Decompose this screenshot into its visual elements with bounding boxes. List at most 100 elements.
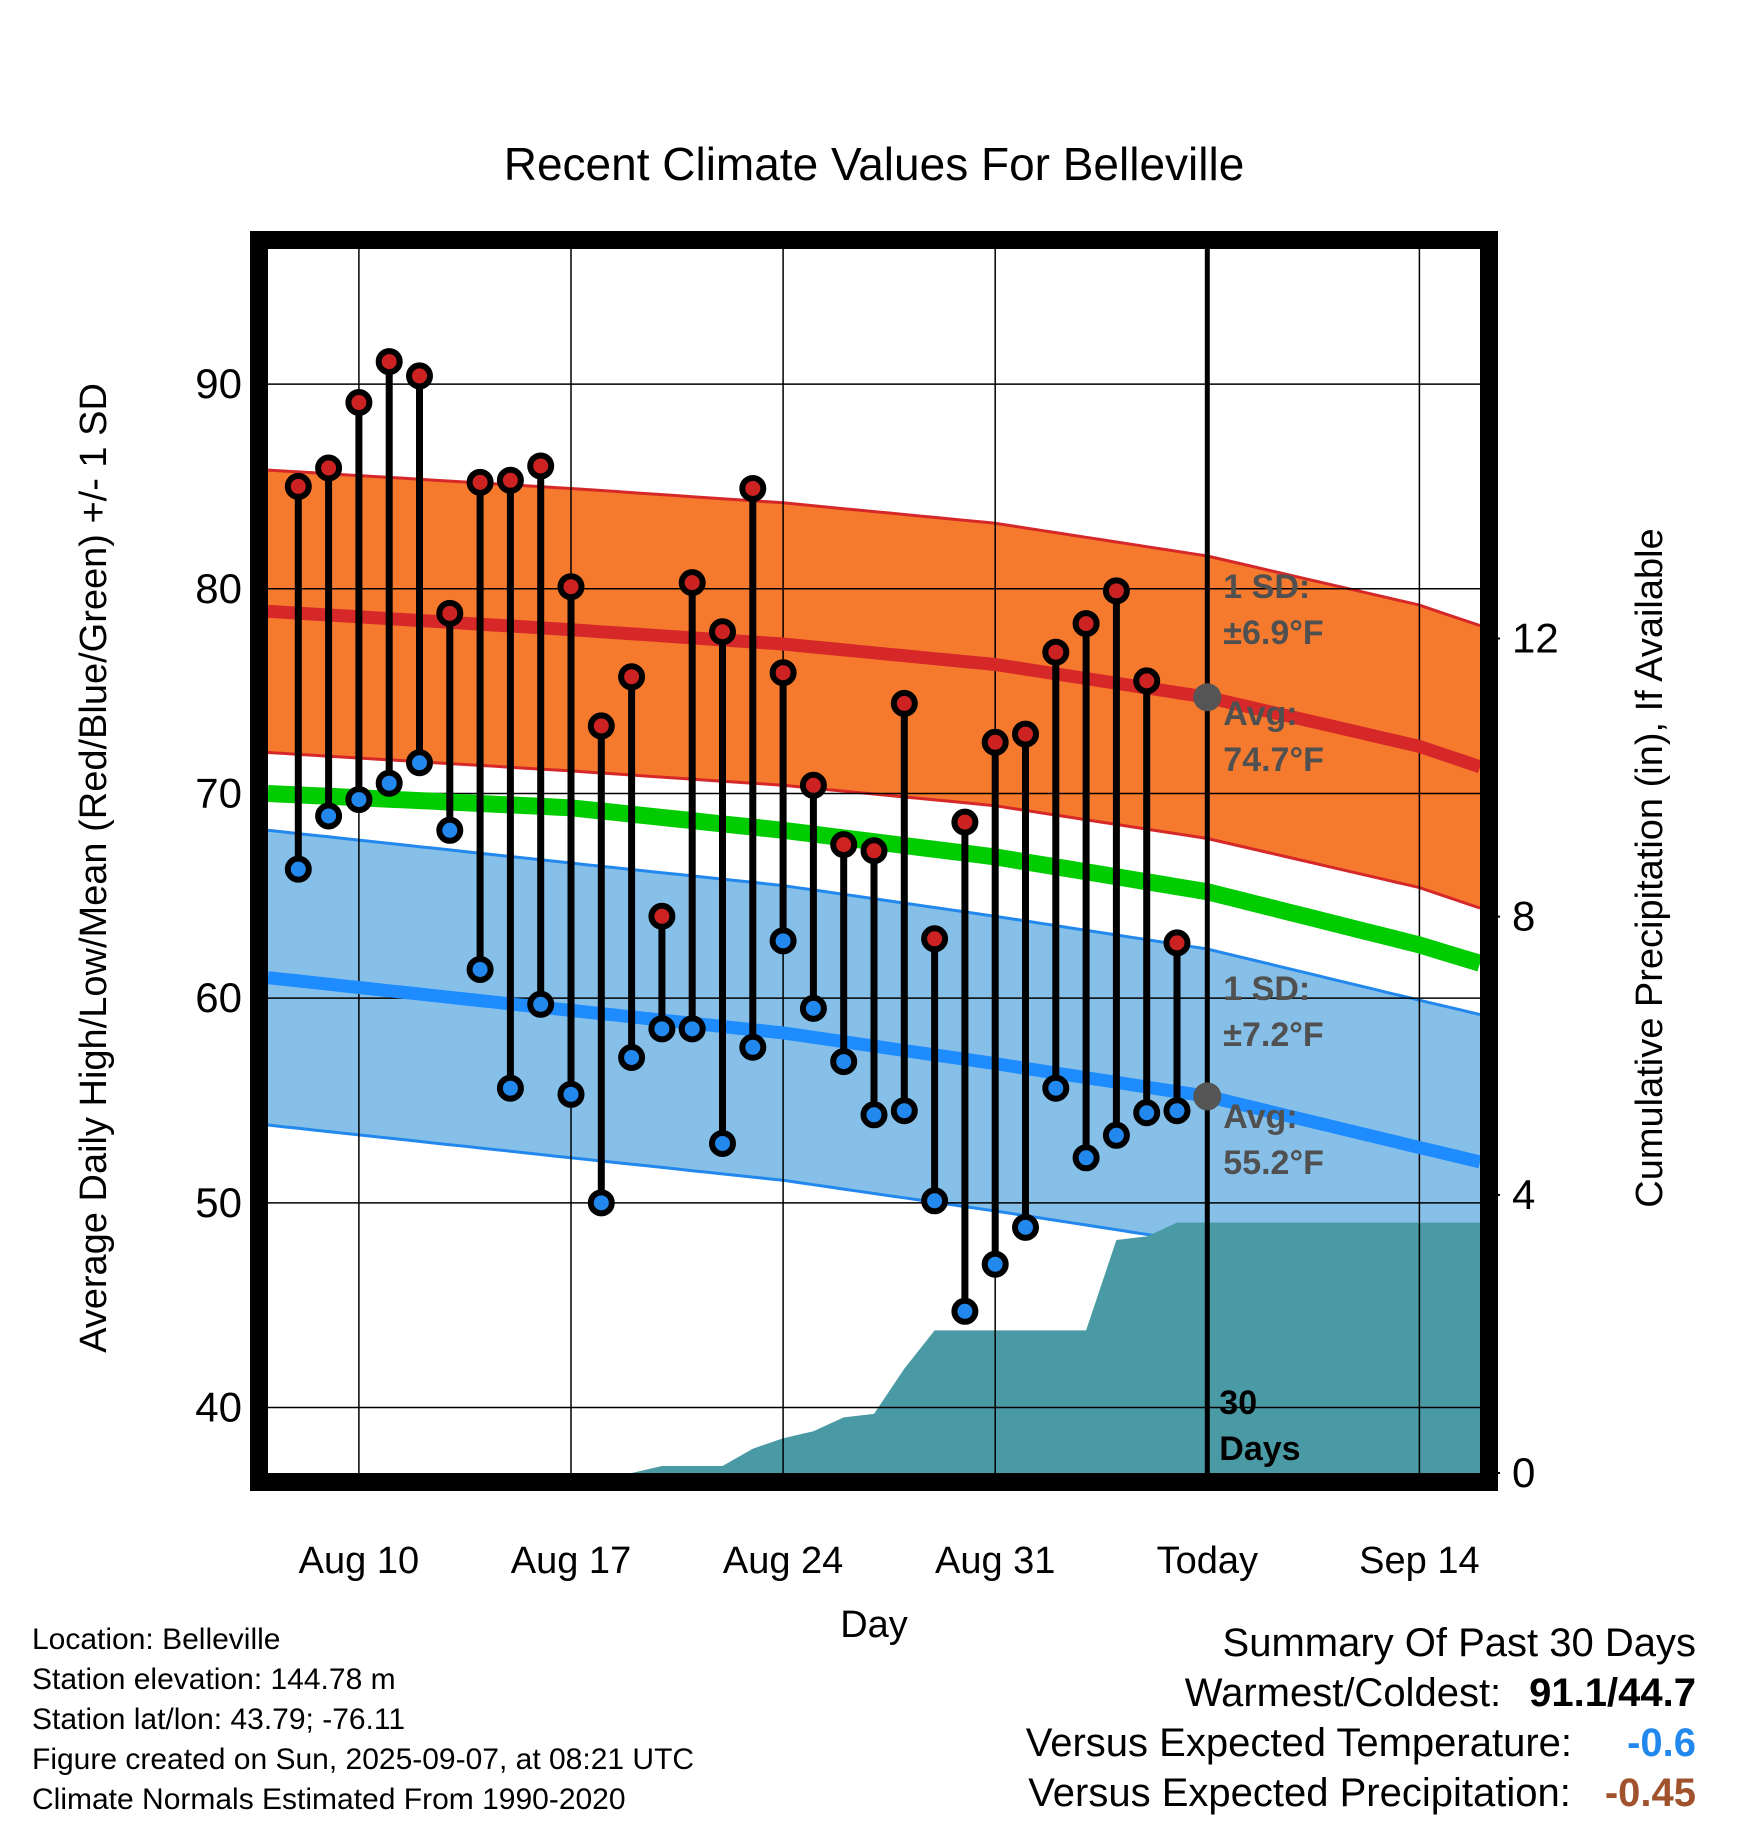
plot-frame	[250, 231, 1498, 1491]
y2-tick-label: 4	[1512, 1171, 1535, 1218]
daily-high-point	[860, 837, 888, 865]
high-sd-value: ±6.9°F	[1223, 614, 1323, 652]
daily-low-point	[739, 1033, 767, 1061]
daily-low-point	[406, 749, 433, 777]
y2-tick-label: 0	[1512, 1449, 1535, 1496]
daily-high-point	[557, 573, 585, 601]
elevation-text: Station elevation: 144.78 m	[32, 1663, 396, 1696]
x-tick-label: Aug 24	[723, 1540, 843, 1582]
daily-high-point	[1163, 929, 1191, 957]
y2-axis-label: Cumulative Precipitation (in), If Availa…	[1629, 528, 1671, 1207]
latlon-text: Station lat/lon: 43.79; -76.11	[32, 1703, 406, 1736]
daily-high-point	[527, 452, 555, 480]
x-tick-label: Aug 10	[299, 1540, 419, 1582]
daily-high-point	[618, 663, 646, 691]
daily-low-point	[1102, 1121, 1130, 1149]
daily-low-point	[769, 927, 797, 955]
daily-high-point	[345, 389, 373, 417]
daily-low-point	[1072, 1144, 1100, 1172]
daily-low-point	[981, 1250, 1009, 1278]
daily-low-point	[436, 816, 464, 844]
temp-anomaly-value: -0.6	[1627, 1721, 1696, 1765]
temp-anomaly-row: Versus Expected Temperature: -0.6	[1026, 1718, 1696, 1768]
daily-high-point	[648, 902, 676, 930]
daily-low-point	[557, 1080, 585, 1108]
daily-high-point	[436, 599, 464, 627]
daily-low-point	[375, 769, 403, 797]
today-normal-low-marker	[1193, 1082, 1222, 1111]
y-axis-label: Average Daily High/Low/Mean (Red/Blue/Gr…	[73, 383, 115, 1353]
high-sd-label: 1 SD:	[1223, 568, 1310, 606]
daily-high-point	[830, 831, 858, 859]
daily-high-point	[375, 348, 403, 376]
daily-high-point	[587, 712, 615, 740]
y-tick-label: 80	[195, 565, 242, 612]
daily-low-point	[496, 1074, 524, 1102]
precipitation-area	[268, 1222, 1480, 1473]
daily-high-point	[496, 466, 524, 494]
low-avg-value: 55.2°F	[1223, 1144, 1324, 1182]
daily-low-point	[1042, 1074, 1070, 1102]
low-sd-value: ±7.2°F	[1223, 1016, 1323, 1054]
daily-low-point	[527, 990, 555, 1018]
daily-high-point	[406, 362, 433, 390]
daily-low-point	[1133, 1099, 1161, 1127]
daily-low-point	[1012, 1213, 1039, 1241]
daily-high-point	[951, 808, 979, 836]
location-text: Location: Belleville	[32, 1623, 281, 1656]
summary-title: Summary Of Past 30 Days	[1222, 1621, 1696, 1665]
y-tick-label: 50	[195, 1179, 242, 1226]
warmest-coldest-row: Warmest/Coldest: 91.1/44.7	[1026, 1668, 1696, 1718]
daily-low-point	[284, 855, 312, 883]
x-tick-label: Aug 17	[511, 1540, 631, 1582]
daily-high-point	[1133, 667, 1161, 695]
x-tick-label: Today	[1157, 1540, 1258, 1582]
x-axis-label: Day	[840, 1604, 908, 1646]
warmest-coldest-value: 91.1/44.7	[1529, 1671, 1696, 1715]
high-avg-label: Avg:	[1223, 695, 1297, 733]
daily-high-point	[739, 474, 767, 502]
today-normal-high-marker	[1193, 683, 1222, 712]
x-tick-label: Sep 14	[1359, 1540, 1479, 1582]
daily-high-point	[890, 689, 918, 717]
daily-high-point	[799, 771, 827, 799]
daily-high-point	[315, 454, 343, 482]
daily-high-point	[921, 925, 949, 953]
daily-high-point	[678, 569, 706, 597]
y-tick-label: 70	[195, 769, 242, 816]
daily-high-point	[769, 659, 797, 687]
period-count-label: 30	[1219, 1384, 1257, 1422]
daily-low-point	[860, 1101, 888, 1129]
daily-high-point	[1072, 610, 1100, 638]
y-tick-label: 90	[195, 360, 242, 407]
y-tick-label: 40	[195, 1384, 242, 1431]
daily-high-point	[284, 472, 312, 500]
daily-low-point	[709, 1129, 736, 1157]
plot-area: 1 SD: ±6.9°F Avg: 74.7°F 1 SD: ±7.2°F Avg: 55.2…	[195, 231, 1559, 1582]
warmest-coldest-label: Warmest/Coldest:	[1184, 1671, 1502, 1715]
precip-anomaly-label: Versus Expected Precipitation:	[1028, 1771, 1571, 1815]
daily-low-point	[830, 1048, 858, 1076]
daily-low-point	[890, 1097, 918, 1125]
y-tick-label: 60	[195, 974, 242, 1021]
daily-low-point	[921, 1187, 949, 1215]
y2-tick-label: 8	[1512, 893, 1535, 940]
x-tick-label: Aug 31	[935, 1540, 1055, 1582]
daily-low-point	[951, 1297, 979, 1325]
precip-anomaly-value: -0.45	[1604, 1771, 1696, 1815]
daily-high-point	[466, 468, 494, 496]
chart-title: Recent Climate Values For Belleville	[504, 138, 1245, 190]
daily-low-point	[315, 802, 343, 830]
daily-low-point	[345, 786, 373, 814]
plot-inner	[268, 249, 1480, 1473]
daily-high-point	[1102, 577, 1130, 605]
normals-text: Climate Normals Estimated From 1990-2020	[32, 1783, 626, 1816]
daily-low-point	[618, 1043, 646, 1071]
station-info: Location: Belleville Station elevation: …	[32, 1620, 694, 1820]
daily-high-point	[709, 618, 736, 646]
low-sd-label: 1 SD:	[1223, 970, 1310, 1008]
daily-low-point	[1163, 1097, 1191, 1125]
precip-anomaly-row: Versus Expected Precipitation: -0.45	[1026, 1768, 1696, 1818]
normal-high-line	[268, 604, 1480, 773]
